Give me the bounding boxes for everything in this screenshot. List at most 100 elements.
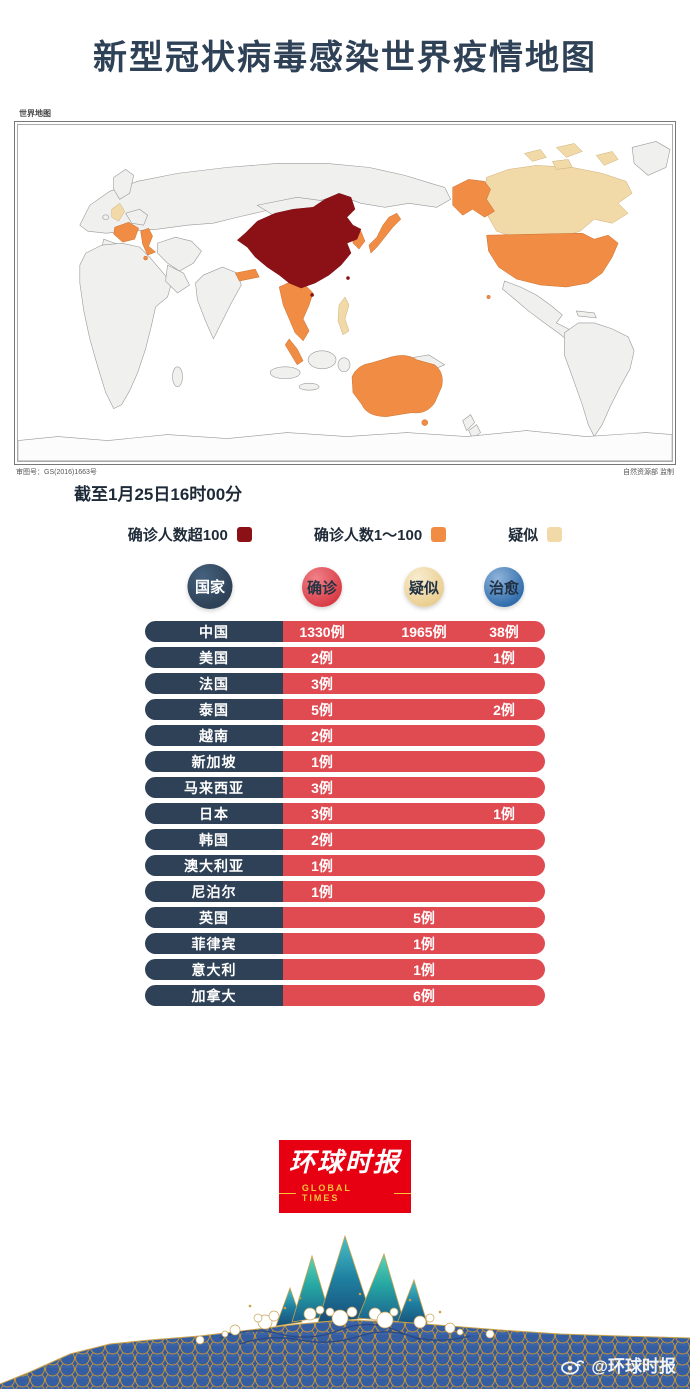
sea-mountain-illustration xyxy=(0,1234,690,1389)
confirmed-value: 2例 xyxy=(311,727,333,744)
legend-label: 确诊人数超100 xyxy=(127,527,228,544)
region-south-america xyxy=(564,322,635,438)
country-nepal xyxy=(234,268,260,282)
table-row: 日本 3例 1例 xyxy=(145,803,545,824)
country-japan xyxy=(368,212,402,254)
table-row: 美国 2例 1例 xyxy=(145,647,545,668)
legend-label: 确诊人数1～100 xyxy=(313,527,423,544)
legend-label: 疑似 xyxy=(508,527,539,544)
confirmed-value: 1例 xyxy=(311,883,333,900)
country-italy xyxy=(140,227,157,256)
legend-item: 确诊人数1～100 xyxy=(313,524,447,545)
country-cell: 泰国 xyxy=(145,699,283,720)
legend-swatch xyxy=(547,527,563,542)
country-usa xyxy=(486,232,619,288)
country-cell: 菲律宾 xyxy=(145,933,283,954)
world-map-panel: 世界地图 xyxy=(14,108,676,477)
suspected-value: 6例 xyxy=(413,987,435,1004)
country-cell: 韩国 xyxy=(145,829,283,850)
map-title: 世界地图 xyxy=(19,109,51,118)
legend-swatch xyxy=(236,527,252,542)
country-cell: 英国 xyxy=(145,907,283,928)
values-cell: 2例 xyxy=(283,829,545,850)
suspected-value: 5例 xyxy=(413,909,435,926)
table-row: 加拿大 6例 xyxy=(145,985,545,1006)
map-approval-number: 审图号：GS(2016)1663号 xyxy=(16,469,97,476)
country-cell: 美国 xyxy=(145,647,283,668)
confirmed-value: 1例 xyxy=(311,857,333,874)
page-title: 新型冠状病毒感染世界疫情地图 xyxy=(93,39,597,77)
map-frame xyxy=(14,121,676,465)
confirmed-value: 3例 xyxy=(311,779,333,796)
legend-item: 确诊人数超100 xyxy=(128,524,252,545)
legend-item: 疑似 xyxy=(508,524,563,545)
country-china xyxy=(236,193,362,289)
values-cell: 1例 xyxy=(283,881,545,902)
country-cell: 日本 xyxy=(145,803,283,824)
values-cell: 1330例 1965例 38例 xyxy=(283,621,545,642)
cured-value: 38例 xyxy=(489,623,519,640)
table-row: 韩国 2例 xyxy=(145,829,545,850)
legend-swatch xyxy=(431,527,447,542)
timestamp: 截至1月25日16时00分 xyxy=(74,485,243,504)
values-cell: 5例 2例 xyxy=(283,699,545,720)
column-header-circle: 国家 xyxy=(187,564,233,609)
country-cell: 中国 xyxy=(145,621,283,642)
table-row: 越南 2例 xyxy=(145,725,545,746)
legend: 确诊人数超100 确诊人数1～100 疑似 xyxy=(0,524,690,545)
region-india xyxy=(195,266,242,340)
cured-value: 2例 xyxy=(493,701,515,718)
cured-value: 1例 xyxy=(493,649,515,666)
weibo-icon xyxy=(561,1359,585,1374)
country-cell: 加拿大 xyxy=(145,985,283,1006)
country-cell: 越南 xyxy=(145,725,283,746)
column-header-circle: 确诊 xyxy=(302,567,342,607)
values-cell: 2例 1例 xyxy=(283,647,545,668)
country-cell: 澳大利亚 xyxy=(145,855,283,876)
suspected-value: 1965例 xyxy=(401,623,447,640)
logo-line-right xyxy=(394,1192,411,1194)
values-cell: 2例 xyxy=(283,725,545,746)
map-producer: 自然资源部 监制 xyxy=(623,469,674,476)
column-header-circle: 治愈 xyxy=(484,567,524,607)
confirmed-value: 1330例 xyxy=(299,623,345,640)
table-row: 尼泊尔 1例 xyxy=(145,881,545,902)
table-row: 中国 1330例 1965例 38例 xyxy=(145,621,545,642)
confirmed-value: 2例 xyxy=(311,831,333,848)
suspected-value: 1例 xyxy=(413,935,435,952)
table-row: 马来西亚 3例 xyxy=(145,777,545,798)
cured-value: 1例 xyxy=(493,805,515,822)
values-cell: 1例 xyxy=(283,959,545,980)
region-greenland xyxy=(631,141,671,176)
table-header: 国家 确诊 疑似 治愈 xyxy=(0,564,690,610)
confirmed-value: 1例 xyxy=(311,753,333,770)
country-france xyxy=(113,221,139,243)
table-row: 新加坡 1例 xyxy=(145,751,545,772)
logo-chinese-name: 环球时报 xyxy=(288,1148,401,1178)
mountains xyxy=(275,1234,429,1327)
table-row: 菲律宾 1例 xyxy=(145,933,545,954)
world-map xyxy=(18,125,672,461)
region-antarctica xyxy=(18,430,672,461)
values-cell: 5例 xyxy=(283,907,545,928)
country-table: 中国 1330例 1965例 38例 美国 2例 1例 法国 3例 xyxy=(145,621,545,1006)
values-cell: 3例 1例 xyxy=(283,803,545,824)
suspected-value: 1例 xyxy=(413,961,435,978)
table-row: 澳大利亚 1例 xyxy=(145,855,545,876)
wave-lines xyxy=(219,1323,471,1345)
region-africa xyxy=(79,242,172,410)
table-row: 英国 5例 xyxy=(145,907,545,928)
global-times-logo: 环球时报 GLOBAL TIMES xyxy=(279,1140,411,1213)
table-row: 意大利 1例 xyxy=(145,959,545,980)
watermark-text: @环球时报 xyxy=(591,1357,676,1376)
values-cell: 3例 xyxy=(283,673,545,694)
confirmed-value: 2例 xyxy=(311,649,333,666)
region-russia xyxy=(79,163,452,234)
confirmed-value: 3例 xyxy=(311,675,333,692)
country-cell: 新加坡 xyxy=(145,751,283,772)
confirmed-value: 5例 xyxy=(311,701,333,718)
country-australia xyxy=(351,355,443,417)
confirmed-value: 3例 xyxy=(311,805,333,822)
country-uk xyxy=(111,202,125,222)
